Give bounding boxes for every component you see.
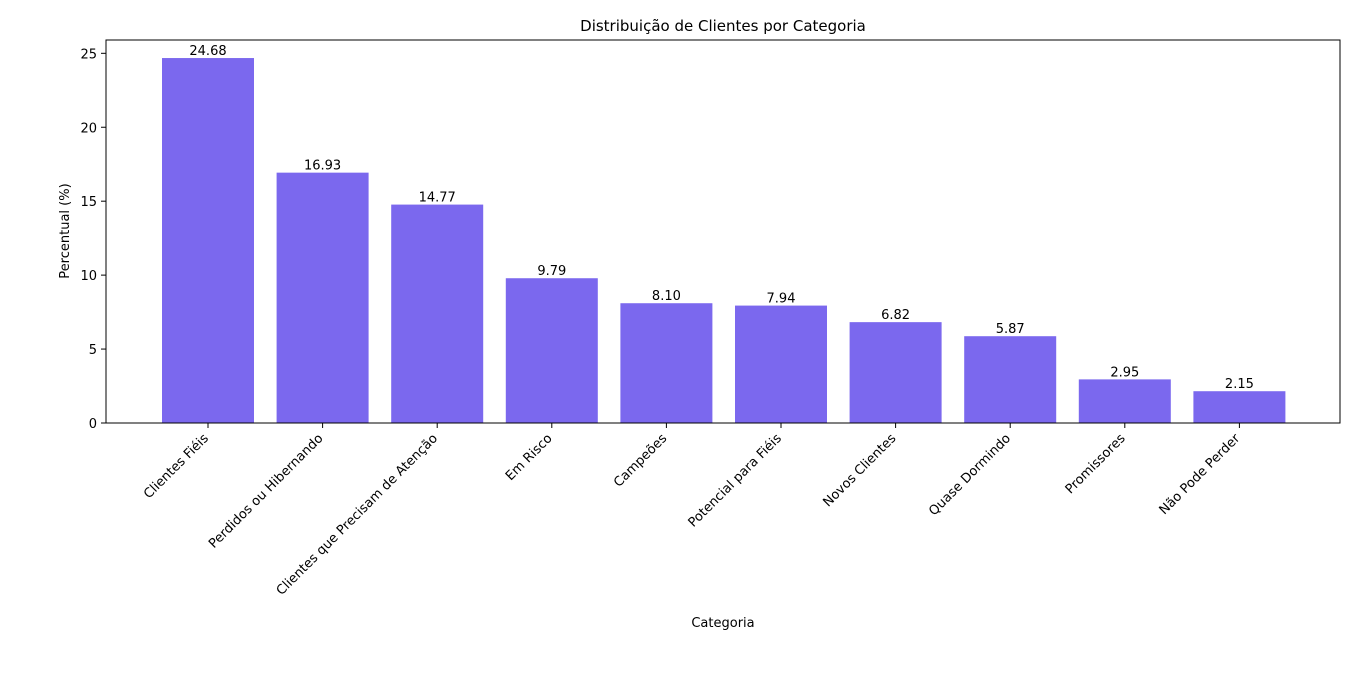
data-labels: 24.68 16.93 14.77 9.79 8.10 7.94 6.82 5.87 2.95 2… — [189, 44, 1253, 392]
bar-value-label: 7.94 — [767, 292, 796, 307]
x-tick-label: Perdidos ou Hibernando — [206, 431, 326, 551]
plot-frame — [105, 39, 1341, 424]
bar — [1078, 379, 1171, 423]
bar — [964, 336, 1057, 423]
bar-value-label: 16.93 — [304, 159, 341, 174]
y-tick-label: 25 — [80, 47, 97, 62]
x-tick-label: Não Pode Perder — [1157, 431, 1244, 518]
bar-value-label: 2.15 — [1225, 377, 1254, 392]
bar-value-label: 2.95 — [1110, 365, 1139, 380]
bar — [849, 322, 942, 423]
y-tick-label: 0 — [89, 417, 97, 432]
bar-value-label: 5.87 — [996, 322, 1025, 337]
x-tick-label: Campeões — [611, 431, 670, 490]
y-axis: 0 5 10 15 20 25 — [80, 47, 106, 432]
y-tick-label: 15 — [80, 195, 97, 210]
chart-title: Distribuição de Clientes por Categoria — [580, 17, 866, 35]
y-axis-title: Percentual (%) — [58, 183, 73, 278]
x-tick-label: Novos Clientes — [820, 431, 899, 510]
bar — [162, 58, 254, 423]
bar — [735, 305, 827, 423]
y-tick-label: 10 — [80, 269, 97, 284]
y-tick-label: 5 — [89, 343, 97, 358]
bar — [620, 303, 713, 423]
bar — [391, 204, 484, 423]
x-axis-title: Categoria — [691, 616, 754, 631]
bar — [505, 278, 598, 423]
x-tick-label: Promissores — [1063, 431, 1129, 497]
x-tick-label: Potencial para Fiéis — [686, 431, 785, 530]
x-tick-label: Clientes Fiéis — [141, 431, 212, 502]
bar — [276, 172, 369, 423]
x-tick-label: Quase Dormindo — [926, 431, 1014, 519]
bars — [162, 58, 1286, 423]
bar-value-label: 14.77 — [419, 191, 456, 206]
y-tick-label: 20 — [80, 121, 97, 136]
bar-value-label: 24.68 — [189, 44, 226, 59]
x-tick-label: Em Risco — [503, 431, 556, 484]
bar-value-label: 8.10 — [652, 289, 681, 304]
bar-value-label: 9.79 — [537, 264, 566, 279]
bar-value-label: 6.82 — [881, 308, 910, 323]
bar — [1193, 391, 1286, 423]
